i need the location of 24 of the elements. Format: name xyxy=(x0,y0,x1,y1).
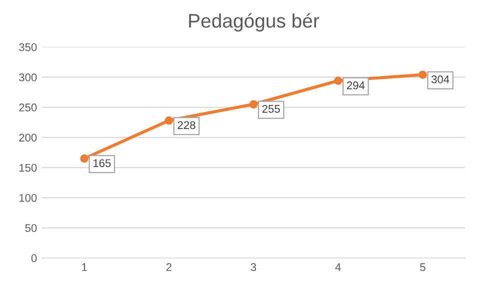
data-label: 304 xyxy=(431,75,450,84)
y-tick-label: 0 xyxy=(31,254,37,262)
point xyxy=(164,116,174,125)
x-tick-label: 2 xyxy=(166,263,172,271)
point xyxy=(249,100,258,108)
x-tick-label: 1 xyxy=(82,263,87,271)
point xyxy=(418,70,427,79)
chart-title: Pedagógus bér xyxy=(189,13,320,32)
x-tick-label: 5 xyxy=(420,263,426,272)
data-label: 294 xyxy=(346,81,365,90)
y-tick-label: 50 xyxy=(25,224,37,232)
y-tick-label: 100 xyxy=(19,194,37,202)
y-tick-label: 150 xyxy=(19,164,37,172)
data-label: 228 xyxy=(178,121,196,130)
point xyxy=(80,154,88,163)
x-tick-label: 4 xyxy=(335,263,341,271)
y-tick-label: 200 xyxy=(19,134,37,142)
y-tick-label: 300 xyxy=(19,73,37,82)
x-tick-label: 3 xyxy=(250,263,256,272)
y-tick-label: 350 xyxy=(19,43,37,52)
y-tick-label: 250 xyxy=(19,104,37,112)
data-label: 255 xyxy=(262,104,280,113)
data-label: 165 xyxy=(93,159,111,168)
point xyxy=(334,76,342,85)
